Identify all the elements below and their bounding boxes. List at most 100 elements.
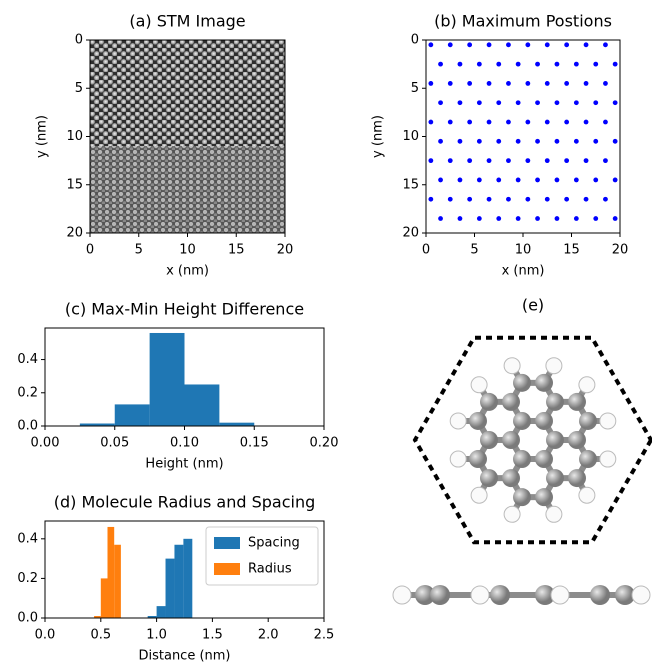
scatter-point bbox=[535, 139, 540, 144]
x-tick-label: 5 bbox=[470, 243, 478, 258]
scatter-point bbox=[477, 216, 482, 221]
carbon-atom bbox=[535, 374, 553, 392]
hydrogen-atom bbox=[546, 506, 562, 522]
carbon-atom bbox=[480, 431, 498, 449]
scatter-point bbox=[574, 216, 579, 221]
legend-swatch bbox=[214, 563, 240, 575]
carbon-atom bbox=[490, 585, 510, 605]
x-tick-label: 10 bbox=[179, 243, 196, 258]
hydrogen-atom bbox=[579, 487, 595, 503]
scatter-point bbox=[525, 42, 530, 47]
scatter-point bbox=[438, 100, 443, 105]
scatter-point bbox=[584, 158, 589, 163]
scatter-point bbox=[564, 197, 569, 202]
scatter-point bbox=[555, 178, 560, 183]
scatter-point bbox=[603, 197, 608, 202]
x-tick-label: 0.10 bbox=[170, 436, 199, 451]
hydrogen-atom bbox=[504, 506, 520, 522]
scatter-point bbox=[574, 62, 579, 67]
stm-image bbox=[90, 40, 285, 146]
hydrogen-atom bbox=[450, 451, 466, 467]
scatter-point bbox=[593, 178, 598, 183]
carbon-atom bbox=[469, 412, 487, 430]
x-tick-label: 0.5 bbox=[90, 628, 111, 643]
scatter-point bbox=[555, 216, 560, 221]
hydrogen-atom bbox=[600, 451, 616, 467]
scatter-point bbox=[506, 42, 511, 47]
scatter-point bbox=[496, 100, 501, 105]
legend-label: Spacing bbox=[248, 536, 300, 551]
scatter-point bbox=[516, 216, 521, 221]
scatter-point bbox=[428, 197, 433, 202]
scatter-point bbox=[613, 139, 618, 144]
histogram-bar bbox=[107, 527, 114, 618]
histogram-bar bbox=[185, 384, 220, 426]
y-tick-label: 0 bbox=[75, 33, 83, 48]
chart-title: (a) STM Image bbox=[129, 12, 245, 31]
scatter-point bbox=[603, 120, 608, 125]
y-tick-label: 20 bbox=[402, 226, 419, 241]
scatter-point bbox=[496, 139, 501, 144]
carbon-atom bbox=[502, 469, 520, 487]
scatter-point bbox=[506, 158, 511, 163]
scatter-point bbox=[458, 178, 463, 183]
molecule-side-view bbox=[393, 585, 650, 605]
hydrogen-atom bbox=[551, 586, 569, 604]
axes-frame bbox=[426, 40, 620, 233]
carbon-atom bbox=[513, 374, 531, 392]
carbon-atom bbox=[568, 469, 586, 487]
scatter-point bbox=[574, 139, 579, 144]
scatter-point bbox=[487, 197, 492, 202]
scatter-point bbox=[603, 158, 608, 163]
scatter-point bbox=[535, 216, 540, 221]
scatter-point bbox=[487, 120, 492, 125]
scatter-point bbox=[496, 216, 501, 221]
x-tick-label: 15 bbox=[563, 243, 580, 258]
carbon-atom bbox=[513, 488, 531, 506]
scatter-point bbox=[564, 120, 569, 125]
carbon-atom bbox=[513, 412, 531, 430]
scatter-point bbox=[613, 100, 618, 105]
legend-swatch bbox=[214, 537, 240, 549]
histogram-bar bbox=[157, 606, 166, 618]
x-tick-label: 0 bbox=[422, 243, 430, 258]
page: {"chart_data": [ {"type": "image", "titl… bbox=[0, 0, 652, 668]
scatter-point bbox=[448, 158, 453, 163]
scatter-point bbox=[525, 120, 530, 125]
carbon-atom bbox=[546, 431, 564, 449]
figure: (e) 0510152005101520(a) STM Imagex (nm)y… bbox=[0, 0, 652, 664]
hydrogen-atom bbox=[504, 358, 520, 374]
x-tick-label: 15 bbox=[228, 243, 245, 258]
y-tick-label: 0.0 bbox=[17, 419, 38, 434]
carbon-atom bbox=[535, 450, 553, 468]
carbon-atom bbox=[480, 469, 498, 487]
hydrogen-atom bbox=[471, 377, 487, 393]
x-tick-label: 1.5 bbox=[202, 628, 223, 643]
scatter-point bbox=[555, 62, 560, 67]
y-tick-label: 15 bbox=[66, 177, 83, 192]
x-tick-label: 0 bbox=[86, 243, 94, 258]
y-tick-label: 0.4 bbox=[17, 352, 38, 367]
carbon-atom bbox=[546, 393, 564, 411]
carbon-atom bbox=[568, 393, 586, 411]
x-axis-label: x (nm) bbox=[166, 264, 209, 279]
scatter-point bbox=[438, 178, 443, 183]
x-axis-label: x (nm) bbox=[502, 264, 545, 279]
x-tick-label: 5 bbox=[135, 243, 143, 258]
carbon-atom bbox=[502, 431, 520, 449]
scatter-point bbox=[477, 100, 482, 105]
scatter-point bbox=[506, 120, 511, 125]
scatter-point bbox=[564, 42, 569, 47]
scatter-point bbox=[428, 42, 433, 47]
scatter-point bbox=[448, 197, 453, 202]
y-tick-label: 10 bbox=[66, 129, 83, 144]
hydrogen-atom bbox=[471, 487, 487, 503]
carbon-atom bbox=[502, 393, 520, 411]
scatter-point bbox=[535, 100, 540, 105]
y-tick-label: 0.2 bbox=[17, 385, 38, 400]
carbon-atom bbox=[590, 585, 610, 605]
scatter-point bbox=[603, 42, 608, 47]
scatter-point bbox=[535, 62, 540, 67]
y-axis-label: y (nm) bbox=[371, 115, 386, 158]
scatter-point bbox=[564, 158, 569, 163]
